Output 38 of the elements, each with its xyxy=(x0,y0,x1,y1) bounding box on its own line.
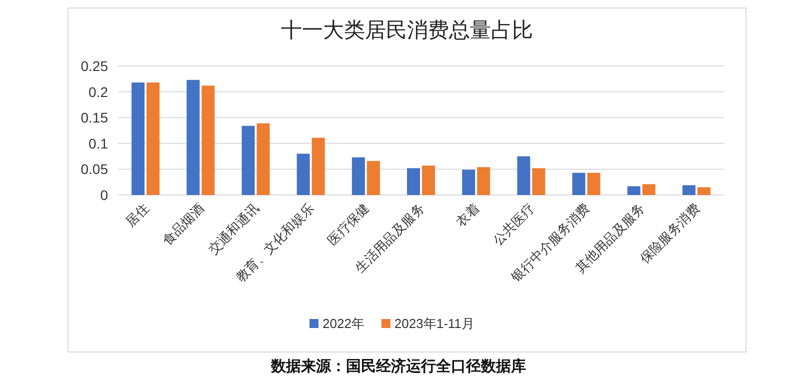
legend-label: 2023年1-11月 xyxy=(394,316,474,331)
y-tick-label: 0.15 xyxy=(80,110,108,126)
source-note: 数据来源：国民经济运行全口径数据库 xyxy=(270,357,526,375)
y-tick-label: 0.25 xyxy=(80,58,108,74)
bar xyxy=(366,160,380,195)
bar xyxy=(517,156,530,195)
bar xyxy=(146,82,160,195)
bar xyxy=(407,168,420,195)
legend-label: 2022年 xyxy=(322,316,364,331)
y-tick-label: 0.05 xyxy=(80,161,108,178)
x-tick-label: 食品烟酒 xyxy=(159,200,207,248)
bar xyxy=(462,170,476,195)
x-tick-label: 公共医疗 xyxy=(490,200,538,248)
bar xyxy=(352,157,365,195)
bar xyxy=(242,126,255,195)
bar xyxy=(296,154,310,195)
bar xyxy=(572,172,586,195)
y-tick-label: 0.1 xyxy=(88,135,108,152)
chart-title: 十一大类居民消费总量占比 xyxy=(281,18,533,42)
x-tick-label: 衣着 xyxy=(453,200,482,230)
bar xyxy=(627,186,640,195)
x-tick-label: 交通和通讯 xyxy=(205,200,262,258)
bar xyxy=(587,172,600,195)
bar xyxy=(532,168,546,195)
bar xyxy=(132,82,145,195)
x-tick-label: 医疗保健 xyxy=(324,200,372,248)
bar xyxy=(682,185,696,195)
bar xyxy=(477,167,490,195)
bar xyxy=(422,166,435,195)
bar xyxy=(256,123,270,195)
y-tick-label: 0.2 xyxy=(88,84,108,100)
bar xyxy=(697,187,710,195)
bar xyxy=(202,86,215,195)
bar xyxy=(186,80,200,195)
x-tick-label: 居住 xyxy=(122,200,152,230)
y-tick-label: 0 xyxy=(100,187,108,203)
bar xyxy=(312,138,325,195)
bar xyxy=(642,184,656,195)
